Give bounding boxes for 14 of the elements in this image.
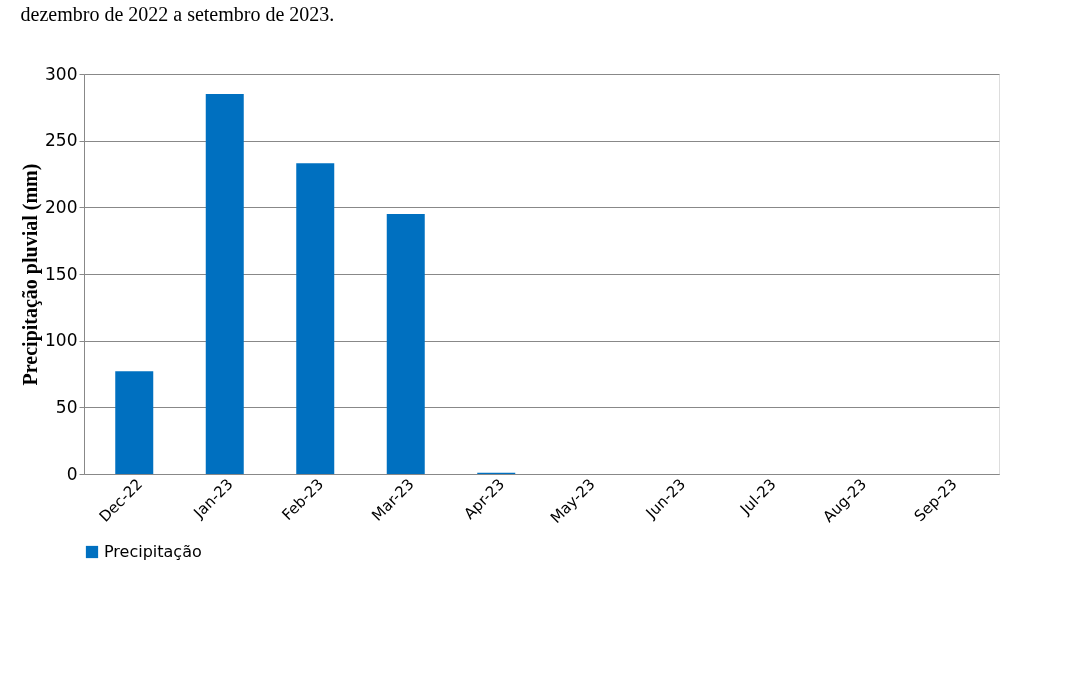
bar [296, 163, 335, 474]
y-tick-label: 150 [45, 263, 78, 284]
bar [386, 214, 425, 474]
y-tick-label: 200 [45, 196, 78, 217]
y-axis-title: Precipitação pluvial (mm) [19, 163, 43, 386]
y-tick-label: 250 [45, 130, 78, 151]
bar [205, 94, 244, 474]
legend-label: Precipitação [104, 542, 202, 561]
text: dezembro de 2022 a setembro de 2023. [20, 3, 335, 25]
y-tick-label: 100 [45, 330, 78, 351]
bar [115, 371, 154, 474]
y-tick-label: 50 [55, 396, 78, 417]
y-tick-label: 0 [66, 463, 78, 484]
y-tick-label: 300 [45, 63, 78, 84]
